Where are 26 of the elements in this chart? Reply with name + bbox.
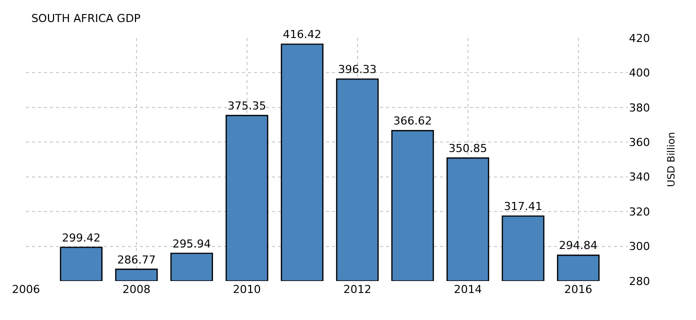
x-tick-label: 2014 bbox=[454, 283, 482, 296]
data-label: 294.84 bbox=[559, 239, 598, 252]
data-label: 396.33 bbox=[338, 63, 377, 76]
data-label: 299.42 bbox=[62, 231, 100, 244]
data-label: 375.35 bbox=[228, 100, 266, 112]
data-label: 317.41 bbox=[504, 200, 542, 214]
data-label: 366.62 bbox=[393, 114, 432, 128]
x-tick-label: 2010 bbox=[232, 283, 261, 296]
x-tick-label: 2016 bbox=[564, 283, 592, 296]
data-label: 350.85 bbox=[448, 142, 488, 156]
y-tick-label: 360 bbox=[629, 136, 650, 149]
y-tick-label: 280 bbox=[629, 274, 650, 288]
y-axis-title: USD Billion bbox=[666, 132, 678, 187]
x-tick-label: 2012 bbox=[343, 283, 372, 296]
y-tick-label: 300 bbox=[629, 240, 650, 254]
data-label: 286.77 bbox=[117, 253, 156, 266]
chart-title: SOUTH AFRICA GDP bbox=[31, 12, 141, 26]
data-label: 416.42 bbox=[282, 28, 322, 42]
y-tick-label: 320 bbox=[629, 205, 650, 218]
y-tick-label: 380 bbox=[629, 101, 650, 114]
y-tick-label: 340 bbox=[629, 170, 650, 184]
y-tick-label: 400 bbox=[629, 66, 650, 80]
x-tick-label: 2006 bbox=[12, 283, 40, 296]
x-tick-label: 2008 bbox=[122, 283, 150, 296]
data-label: 295.94 bbox=[172, 237, 211, 250]
y-tick-label: 420 bbox=[629, 32, 650, 45]
